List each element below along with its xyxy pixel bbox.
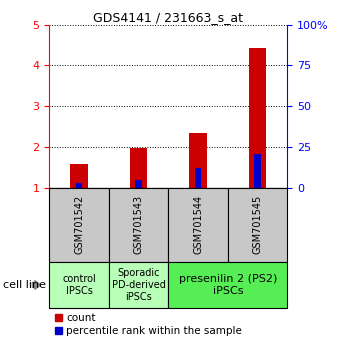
Bar [49,262,109,308]
Bar [49,188,109,262]
Bar [228,188,287,262]
Bar [168,262,287,308]
Text: GSM701544: GSM701544 [193,195,203,255]
Bar [168,188,228,262]
Title: GDS4141 / 231663_s_at: GDS4141 / 231663_s_at [93,11,243,24]
Text: Sporadic
PD-derived
iPSCs: Sporadic PD-derived iPSCs [112,268,166,302]
Legend: count, percentile rank within the sample: count, percentile rank within the sample [54,313,242,336]
Bar [189,133,207,188]
Bar [254,154,261,188]
Text: GSM701542: GSM701542 [74,195,84,255]
Bar [130,148,148,188]
Bar [76,183,82,188]
Bar [109,188,168,262]
Text: GSM701545: GSM701545 [253,195,262,255]
Bar [135,180,142,188]
Bar [70,164,88,188]
Text: GSM701543: GSM701543 [134,195,143,255]
Bar [195,169,201,188]
Bar [109,262,168,308]
Text: control
IPSCs: control IPSCs [62,274,96,296]
Text: cell line: cell line [3,280,46,290]
Bar [249,48,267,188]
Text: presenilin 2 (PS2)
iPSCs: presenilin 2 (PS2) iPSCs [178,274,277,296]
